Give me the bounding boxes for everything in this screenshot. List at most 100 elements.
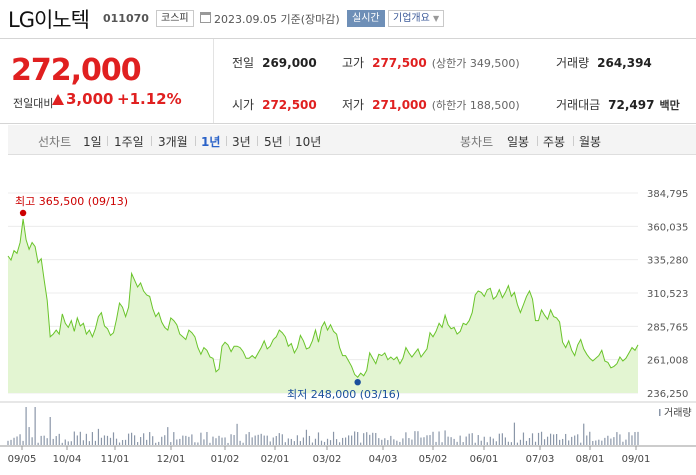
realtime-button[interactable]: 실시간 bbox=[347, 10, 385, 27]
volume-bar bbox=[381, 439, 383, 445]
volume-bar bbox=[562, 438, 564, 445]
volume-bar bbox=[76, 435, 78, 445]
period-1d[interactable]: 1일 bbox=[83, 135, 102, 149]
price-chart: 384,795 360,035 335,280 310,523 285,765 261,0… bbox=[0, 189, 696, 465]
high-annotation: 최고 365,500 (09/13) bbox=[15, 195, 128, 208]
volume-bar bbox=[589, 431, 591, 445]
volume-bar bbox=[194, 442, 196, 445]
volume-bar bbox=[230, 434, 232, 445]
low-annotation: 최저 248,000 (03/16) bbox=[287, 388, 400, 401]
volume-bar bbox=[471, 433, 473, 445]
volume-bar bbox=[565, 433, 567, 445]
candle-monthly[interactable]: 월봉 bbox=[579, 135, 602, 149]
volume-bar bbox=[616, 432, 618, 445]
volume-bar bbox=[55, 436, 57, 445]
volume-bar bbox=[43, 435, 45, 445]
period-1y[interactable]: 1년 bbox=[201, 135, 221, 149]
volume-bar bbox=[281, 434, 283, 445]
volume-bar bbox=[531, 433, 534, 445]
period-1w[interactable]: 1주일 bbox=[114, 135, 144, 149]
volume-bar bbox=[335, 439, 338, 445]
volume-bar bbox=[58, 433, 60, 445]
volume-bar bbox=[326, 438, 329, 445]
volume-bar bbox=[540, 431, 543, 445]
chevron-down-icon: ▼ bbox=[433, 14, 440, 23]
volume-bar bbox=[420, 437, 422, 445]
volume-bar bbox=[329, 440, 332, 445]
volume-bar bbox=[366, 432, 368, 445]
volume-bar bbox=[134, 435, 136, 445]
volume-bar bbox=[574, 435, 576, 445]
volume-bar bbox=[197, 442, 199, 445]
x-tick-label: 01/02 bbox=[211, 454, 240, 465]
volume-bar bbox=[299, 441, 301, 445]
volume-bar bbox=[537, 432, 540, 445]
volume-bar bbox=[453, 438, 455, 445]
volume-bar bbox=[405, 432, 407, 445]
volume-bar bbox=[52, 438, 54, 445]
period-selector: 선차트 1일 1주일 3개월 1년 3년 5년 10년 봉차트 일봉 주봉 월봉 bbox=[8, 125, 696, 155]
volume-bar bbox=[462, 442, 464, 445]
volume-bar bbox=[435, 441, 437, 445]
volume-bar bbox=[501, 433, 503, 445]
volume-bar bbox=[91, 432, 94, 445]
volume-bar bbox=[543, 439, 546, 445]
volume-bar bbox=[215, 438, 217, 445]
base-date: 2023.09.05 기준(장마감) bbox=[214, 13, 340, 26]
volume-bar bbox=[254, 435, 256, 445]
period-3m[interactable]: 3개월 bbox=[158, 135, 188, 149]
company-info-label: 기업개요 bbox=[393, 13, 430, 24]
volume-bar bbox=[293, 441, 295, 445]
volume-bar bbox=[37, 442, 39, 445]
high-cell: 고가 277,500 (상한가 349,500) bbox=[342, 54, 520, 71]
volume-bar bbox=[598, 439, 600, 445]
y-tick-label: 360,035 bbox=[647, 222, 688, 233]
prev-close-value: 269,000 bbox=[262, 56, 317, 70]
low-marker bbox=[354, 378, 361, 386]
volume-bar bbox=[580, 442, 582, 445]
x-tick-label: 10/04 bbox=[53, 454, 82, 465]
volume-bar bbox=[233, 434, 235, 445]
volume-bar bbox=[559, 439, 561, 445]
volume-bar bbox=[209, 442, 211, 445]
candle-daily[interactable]: 일봉 bbox=[507, 135, 530, 149]
volume-bar bbox=[399, 441, 401, 445]
volume-bar bbox=[85, 433, 87, 445]
volume-bar bbox=[179, 438, 181, 445]
volume-bar bbox=[631, 435, 633, 445]
lower-limit: (하한가 188,500) bbox=[431, 99, 520, 112]
volume-bar bbox=[248, 432, 250, 445]
volume-bar bbox=[212, 436, 214, 445]
volume-bar bbox=[203, 439, 205, 445]
x-tick-label: 02/01 bbox=[261, 454, 290, 465]
volume-bar bbox=[556, 434, 558, 445]
volume-bar bbox=[510, 442, 512, 445]
high-value: 277,500 bbox=[372, 56, 427, 70]
company-info-button[interactable]: 기업개요 ▼ bbox=[388, 10, 445, 27]
volume-bar bbox=[384, 438, 386, 445]
volume-bar bbox=[88, 441, 90, 445]
open-value: 272,500 bbox=[262, 98, 317, 112]
volume-bar bbox=[360, 442, 362, 445]
volume-bar bbox=[22, 440, 24, 445]
period-5y[interactable]: 5년 bbox=[264, 135, 283, 149]
line-chart-group-label: 선차트 bbox=[38, 135, 72, 149]
volume-bar bbox=[127, 433, 130, 445]
volume-bar bbox=[474, 442, 476, 445]
divider bbox=[573, 136, 574, 146]
high-label: 고가 bbox=[342, 56, 365, 70]
upper-limit: (상한가 349,500) bbox=[431, 57, 520, 70]
volume-bar bbox=[432, 431, 434, 445]
period-10y[interactable]: 10년 bbox=[295, 135, 322, 149]
volume-bar bbox=[583, 423, 585, 445]
y-axis-ticks: 384,795 360,035 335,280 310,523 285,765 261,0… bbox=[647, 189, 688, 400]
volume-bar bbox=[49, 417, 51, 445]
volume-bar bbox=[369, 434, 371, 445]
volume-bar bbox=[19, 434, 21, 445]
divider bbox=[195, 136, 196, 146]
volume-bar bbox=[480, 440, 482, 445]
candle-weekly[interactable]: 주봉 bbox=[543, 135, 566, 149]
high-marker bbox=[19, 209, 27, 217]
volume-bar bbox=[94, 440, 97, 445]
period-3y[interactable]: 3년 bbox=[232, 135, 251, 149]
